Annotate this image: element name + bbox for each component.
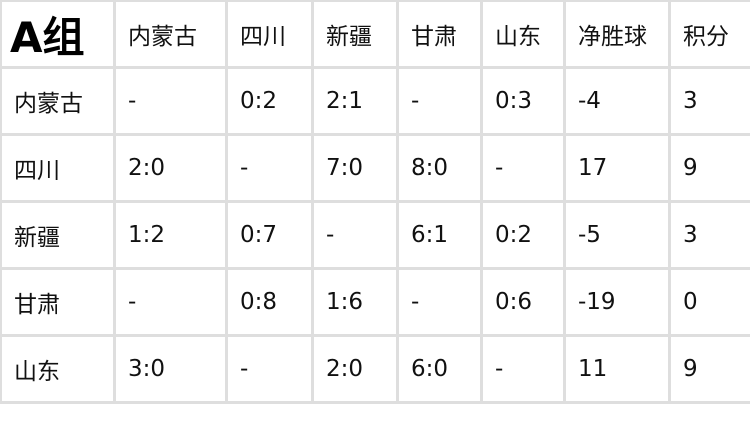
table-cell: 0:7: [225, 200, 314, 270]
team-name: 内蒙古: [0, 66, 116, 136]
team-name: 山东: [0, 334, 116, 404]
table-cell: 3: [668, 66, 750, 136]
table-cell: 0:2: [225, 66, 314, 136]
header-row: A组 内蒙古 四川 新疆 甘肃 山东 净胜球 积分: [0, 0, 750, 69]
table-cell: -4: [563, 66, 671, 136]
table-cell: 9: [668, 133, 750, 203]
table-cell: 0: [668, 267, 750, 337]
team-name: 四川: [0, 133, 116, 203]
table-cell: 1:2: [113, 200, 228, 270]
table-cell: 2:0: [311, 334, 399, 404]
table-cell: -: [396, 267, 483, 337]
table-cell: -: [311, 200, 399, 270]
table-cell: 9: [668, 334, 750, 404]
column-header: 内蒙古: [113, 0, 228, 69]
table-cell: -: [113, 66, 228, 136]
table-cell: 8:0: [396, 133, 483, 203]
table-cell: 11: [563, 334, 671, 404]
table-cell: 2:0: [113, 133, 228, 203]
table-cell: 3:0: [113, 334, 228, 404]
column-header: 四川: [225, 0, 314, 69]
column-header: 净胜球: [563, 0, 671, 69]
table-row: 山东 3:0-2:0 6:0-11 9: [0, 334, 750, 404]
table-row: 甘肃 -0:8 1:6-0:6 -19 0: [0, 267, 750, 337]
table-cell: -: [225, 334, 314, 404]
table-cell: -19: [563, 267, 671, 337]
table-cell: 0:6: [480, 267, 566, 337]
team-name: 甘肃: [0, 267, 116, 337]
table-cell: 2:1: [311, 66, 399, 136]
table-cell: -: [480, 133, 566, 203]
column-header: 山东: [480, 0, 566, 69]
table-cell: 0:3: [480, 66, 566, 136]
table-cell: 3: [668, 200, 750, 270]
table-cell: 1:6: [311, 267, 399, 337]
group-title: A组: [0, 0, 116, 69]
table-cell: 0:2: [480, 200, 566, 270]
table-cell: -5: [563, 200, 671, 270]
table-cell: -: [396, 66, 483, 136]
table-cell: 6:0: [396, 334, 483, 404]
group-standings-table: A组 内蒙古 四川 新疆 甘肃 山东 净胜球 积分 内蒙古 -0:2 2:1-0:3 -4 3 四川 2:0…: [0, 0, 750, 404]
table-row: 新疆 1:2 0:7-6:1 0:2 -5 3: [0, 200, 750, 270]
table-cell: 0:8: [225, 267, 314, 337]
column-header: 甘肃: [396, 0, 483, 69]
table-cell: 6:1: [396, 200, 483, 270]
column-header: 积分: [668, 0, 750, 69]
table-cell: 7:0: [311, 133, 399, 203]
table-row: 四川 2:0-7:0 8:0-17 9: [0, 133, 750, 203]
column-header: 新疆: [311, 0, 399, 69]
table-row: 内蒙古 -0:2 2:1-0:3 -4 3: [0, 66, 750, 136]
team-name: 新疆: [0, 200, 116, 270]
table-cell: -: [225, 133, 314, 203]
table-cell: 17: [563, 133, 671, 203]
table-cell: -: [113, 267, 228, 337]
table-cell: -: [480, 334, 566, 404]
